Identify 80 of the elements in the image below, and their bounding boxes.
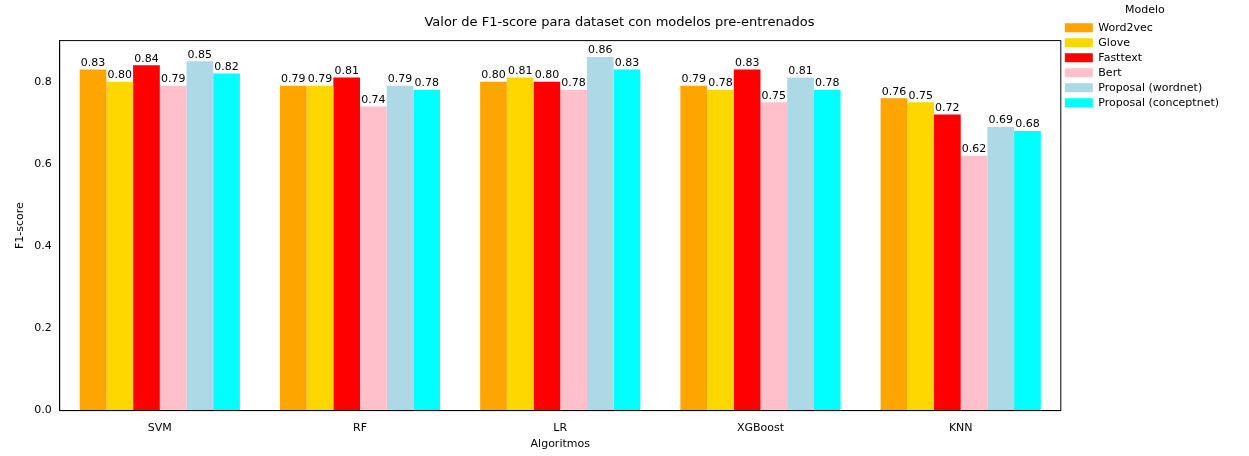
y-tick-label: 0.0 xyxy=(34,403,52,417)
x-tick-label: XGBoost xyxy=(736,421,785,435)
bar xyxy=(480,81,507,411)
bar xyxy=(787,77,814,411)
bar xyxy=(413,89,441,411)
data-label: 0.81 xyxy=(788,63,813,77)
legend-label: Proposal (wordnet) xyxy=(1098,80,1203,94)
data-label: 0.81 xyxy=(507,63,533,77)
data-label: 0.86 xyxy=(588,43,613,57)
bar xyxy=(159,85,187,411)
data-label: 0.75 xyxy=(761,88,787,102)
data-label: 0.79 xyxy=(681,72,706,86)
bar xyxy=(533,81,561,411)
data-label: 0.79 xyxy=(160,72,186,86)
bar xyxy=(279,85,307,411)
data-label: 0.78 xyxy=(708,76,733,90)
data-label: 0.78 xyxy=(561,76,586,90)
data-label: 0.62 xyxy=(961,142,987,156)
legend-label: Glove xyxy=(1098,35,1131,49)
data-label: 0.80 xyxy=(107,68,133,82)
bar xyxy=(934,114,961,411)
bar xyxy=(213,73,240,411)
data-label: 0.75 xyxy=(908,88,933,102)
bar xyxy=(186,61,214,411)
data-label: 0.83 xyxy=(80,55,106,69)
legend-label: Fasttext xyxy=(1098,50,1143,64)
bar xyxy=(79,69,107,411)
data-label: 0.78 xyxy=(814,76,840,90)
data-label: 0.74 xyxy=(361,92,386,106)
data-label: 0.82 xyxy=(214,59,239,73)
bar xyxy=(333,77,361,411)
data-label: 0.72 xyxy=(935,100,960,114)
bar xyxy=(133,65,160,411)
data-label: 0.80 xyxy=(481,68,506,82)
bar xyxy=(813,89,841,411)
legend-label: Word2vec xyxy=(1098,20,1153,34)
bar xyxy=(960,155,988,411)
bar xyxy=(1014,131,1041,411)
y-axis-title: F1-score xyxy=(13,201,27,250)
bar xyxy=(386,85,414,411)
data-label: 0.80 xyxy=(534,68,560,82)
bar xyxy=(760,102,788,411)
legend-label: Bert xyxy=(1098,65,1123,79)
x-tick-label: SVM xyxy=(147,421,172,435)
data-label: 0.79 xyxy=(387,72,413,86)
legend-label: Proposal (conceptnet) xyxy=(1098,95,1219,109)
bar xyxy=(907,102,935,411)
x-tick-label: RF xyxy=(353,421,368,435)
bar xyxy=(306,85,334,411)
bar xyxy=(987,126,1015,411)
y-tick-label: 0.2 xyxy=(34,321,52,335)
bar xyxy=(707,89,734,411)
y-tick-label: 0.8 xyxy=(34,74,52,88)
data-label: 0.79 xyxy=(307,72,333,86)
data-label: 0.81 xyxy=(334,63,359,77)
data-label: 0.83 xyxy=(734,55,760,69)
x-tick-label: LR xyxy=(553,421,568,435)
bar xyxy=(733,69,761,411)
legend-title: Modelo xyxy=(1125,3,1166,17)
bar xyxy=(586,57,614,411)
chart-title: Valor de F1-score para dataset con modelos pre-entrenados xyxy=(424,14,815,30)
x-axis-title: Algoritmos xyxy=(530,437,591,451)
data-label: 0.83 xyxy=(614,55,640,69)
data-label: 0.68 xyxy=(1015,117,1040,131)
data-label: 0.85 xyxy=(187,47,213,61)
bar xyxy=(880,98,908,411)
data-label: 0.69 xyxy=(988,113,1013,127)
data-label: 0.79 xyxy=(281,72,306,86)
x-tick-label: KNN xyxy=(948,421,973,435)
bar xyxy=(613,69,641,411)
y-tick-label: 0.6 xyxy=(34,156,52,170)
data-label: 0.78 xyxy=(414,76,440,90)
y-tick-label: 0.4 xyxy=(34,239,52,253)
bar xyxy=(360,106,387,411)
data-label: 0.84 xyxy=(134,51,159,65)
bar xyxy=(106,81,134,411)
bar xyxy=(560,89,587,411)
bar xyxy=(680,85,708,411)
data-label: 0.76 xyxy=(881,84,907,98)
bar xyxy=(506,77,534,411)
